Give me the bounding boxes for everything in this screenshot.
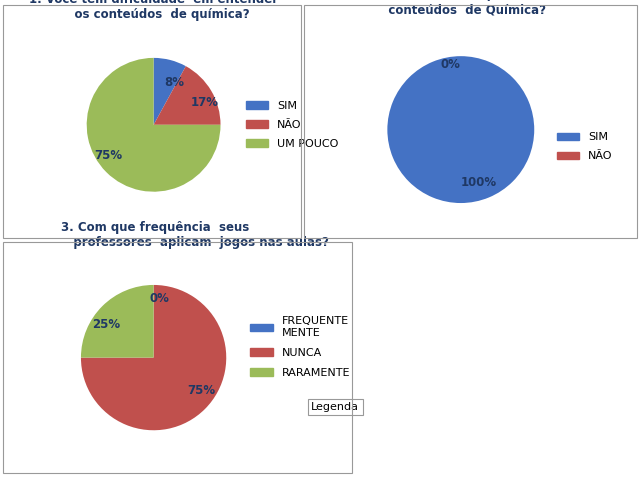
Legend: FREQUENTE
MENTE, NUNCA, RARAMENTE: FREQUENTE MENTE, NUNCA, RARAMENTE <box>246 312 355 383</box>
Text: 0%: 0% <box>441 58 461 72</box>
Wedge shape <box>86 58 221 192</box>
Text: 0%: 0% <box>150 292 170 305</box>
Wedge shape <box>81 285 227 430</box>
Text: 8%: 8% <box>164 76 184 89</box>
Text: 75%: 75% <box>187 384 215 397</box>
Title: 1. Você tem dificuldade  em entender
    os conteúdos  de química?: 1. Você tem dificuldade em entender os c… <box>29 0 278 21</box>
Wedge shape <box>81 285 154 358</box>
Text: 75%: 75% <box>95 149 123 162</box>
Text: 25%: 25% <box>92 318 120 331</box>
Legend: SIM, NÃO, UM POUCO: SIM, NÃO, UM POUCO <box>242 96 343 153</box>
Wedge shape <box>154 58 186 125</box>
Text: 3. Com que frequência  seus
   professores  aplicam  jogos nas aulas?: 3. Com que frequência seus professores a… <box>61 221 328 249</box>
Wedge shape <box>154 66 221 125</box>
Legend: SIM, NÃO: SIM, NÃO <box>553 128 617 166</box>
Text: 17%: 17% <box>191 96 219 109</box>
Title: 2. Você acha  que jogos, como o
   Kahoot,  facilitam  o aprendizado  dos
   con: 2. Você acha que jogos, como o Kahoot, f… <box>328 0 593 16</box>
Text: Legenda: Legenda <box>311 402 359 412</box>
Wedge shape <box>387 56 534 203</box>
Text: 100%: 100% <box>461 176 497 189</box>
